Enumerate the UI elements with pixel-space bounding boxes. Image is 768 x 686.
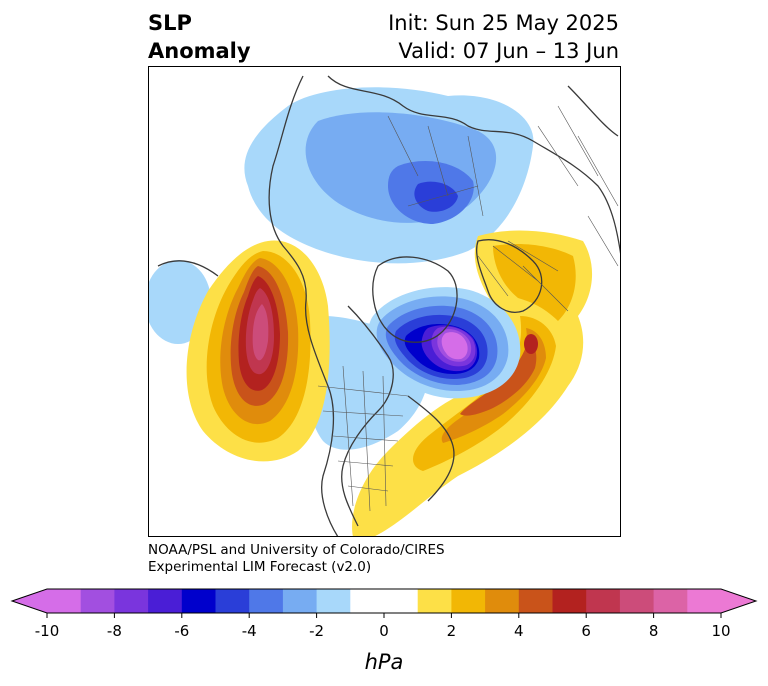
colorbar-tick-label: -6 [174, 622, 189, 640]
colorbar-segment [80, 589, 115, 613]
title-variable-line2: Anomaly [148, 39, 251, 63]
greenland-low-anomaly [368, 287, 521, 399]
colorbar-segment [552, 589, 587, 613]
colorbar-unit-label: hPa [365, 650, 404, 674]
colorbar-segment [350, 589, 385, 613]
colorbar-segment [384, 589, 419, 613]
colorbar-tick-label: 4 [514, 622, 524, 640]
colorbar-segment [417, 589, 452, 613]
credit-text: NOAA/PSL and University of Colorado/CIRE… [148, 542, 445, 576]
colorbar-segment [249, 589, 284, 613]
map-title: SLP Anomaly [148, 9, 251, 65]
colorbar-extend-min [12, 589, 47, 613]
colorbar-segment [653, 589, 688, 613]
north-pacific-high-anomaly [186, 240, 330, 462]
colorbar-tick-label: -2 [309, 622, 324, 640]
colorbar-segment [316, 589, 351, 613]
arctic-low-anomaly [244, 87, 534, 264]
colorbar-extend-max [721, 589, 756, 613]
title-variable-line1: SLP [148, 11, 192, 35]
colorbar-segment [451, 589, 486, 613]
credit-line2: Experimental LIM Forecast (v2.0) [148, 559, 372, 575]
political-borders [317, 105, 619, 512]
forecast-dates: Init: Sun 25 May 2025 Valid: 07 Jun – 13… [388, 9, 619, 65]
init-date: Init: Sun 25 May 2025 [388, 11, 619, 35]
credit-line1: NOAA/PSL and University of Colorado/CIRE… [148, 542, 445, 558]
colorbar-tick-label: 2 [447, 622, 457, 640]
colorbar-segment [619, 589, 655, 613]
colorbar-tick-label: -10 [35, 622, 60, 640]
colorbar-tick-label: 0 [379, 622, 389, 640]
colorbar-tick-label: -4 [242, 622, 257, 640]
colorbar-tick-label: 10 [711, 622, 730, 640]
colorbar-segment [485, 589, 520, 613]
colorbar-tick-label: 8 [649, 622, 659, 640]
slp-anomaly-map [148, 66, 621, 537]
colorbar-tick-label: 6 [581, 622, 591, 640]
coastlines [157, 75, 621, 537]
colorbar-ticks: -10 -8 -6 -4 -2 0 2 4 6 8 10 [35, 613, 731, 640]
colorbar-tick-label: -8 [107, 622, 122, 640]
colorbar-segment [114, 589, 149, 613]
colorbar-segment [586, 589, 621, 613]
colorbar: -10 -8 -6 -4 -2 0 2 4 6 8 10 hPa [10, 588, 758, 674]
valid-range: Valid: 07 Jun – 13 Jun [398, 39, 619, 63]
colorbar-segment [518, 589, 553, 613]
colorbar-segment [47, 589, 82, 613]
colorbar-segment [687, 589, 722, 613]
colorbar-segment [148, 589, 183, 613]
colorbar-segments [47, 589, 722, 613]
colorbar-segment [181, 589, 216, 613]
colorbar-segment [215, 589, 250, 613]
colorbar-segment [282, 589, 318, 613]
